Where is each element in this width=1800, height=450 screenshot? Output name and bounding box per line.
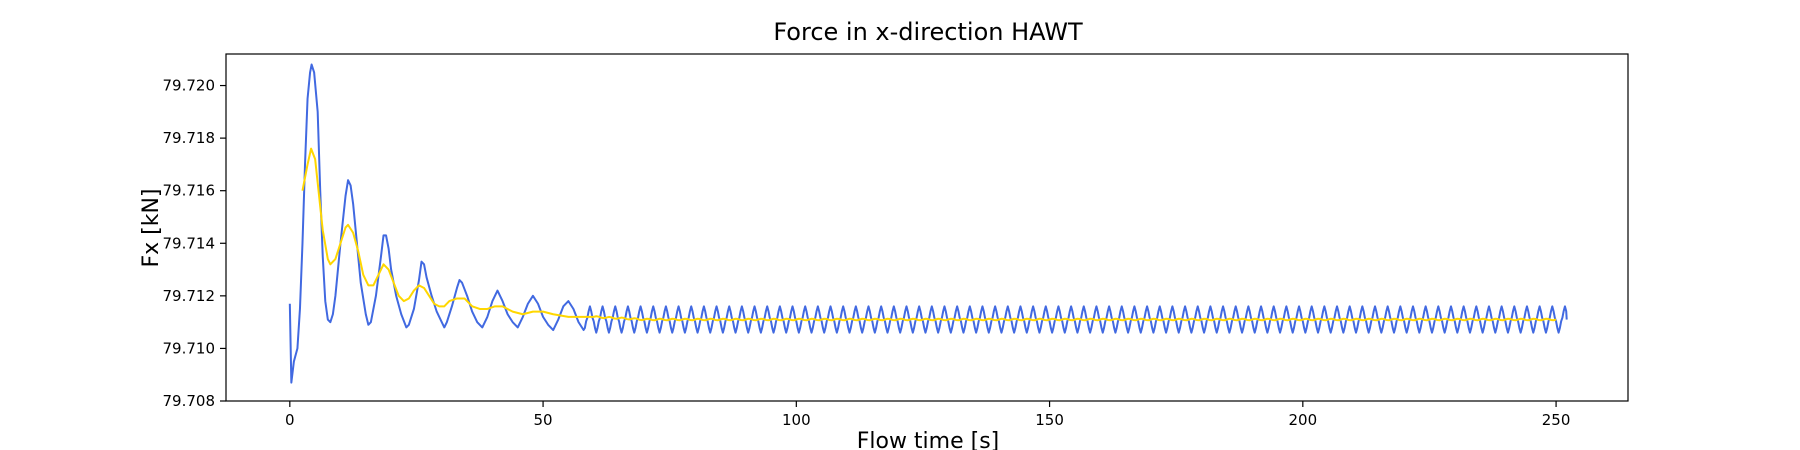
chart-title: Force in x-direction HAWT <box>773 18 1083 46</box>
x-tick-label: 100 <box>782 411 811 429</box>
x-tick-label: 150 <box>1035 411 1064 429</box>
y-axis: 79.708 79.710 79.712 79.714 79.716 79.718 79.7… <box>163 77 226 410</box>
raw-force-line <box>288 63 1568 384</box>
y-tick-label: 79.714 <box>163 234 216 252</box>
x-tick-label: 50 <box>534 411 553 429</box>
x-tick-label: 0 <box>285 411 295 429</box>
series-layer <box>288 63 1568 384</box>
y-tick-label: 79.720 <box>163 77 216 95</box>
y-tick-label: 79.710 <box>163 339 216 357</box>
plot-frame <box>225 53 1629 402</box>
y-tick-label: 79.708 <box>163 392 216 410</box>
x-axis-label: Flow time [s] <box>857 429 1000 450</box>
x-tick-label: 200 <box>1289 411 1318 429</box>
y-tick-label: 79.718 <box>163 129 216 147</box>
y-axis-label: Fx [kN] <box>139 188 164 267</box>
y-tick-label: 79.716 <box>163 182 216 200</box>
x-tick-label: 250 <box>1542 411 1571 429</box>
x-axis: 0 50 100 150 200 250 <box>285 401 1570 429</box>
y-tick-label: 79.712 <box>163 287 216 305</box>
smoothed-force-line <box>301 147 1557 322</box>
